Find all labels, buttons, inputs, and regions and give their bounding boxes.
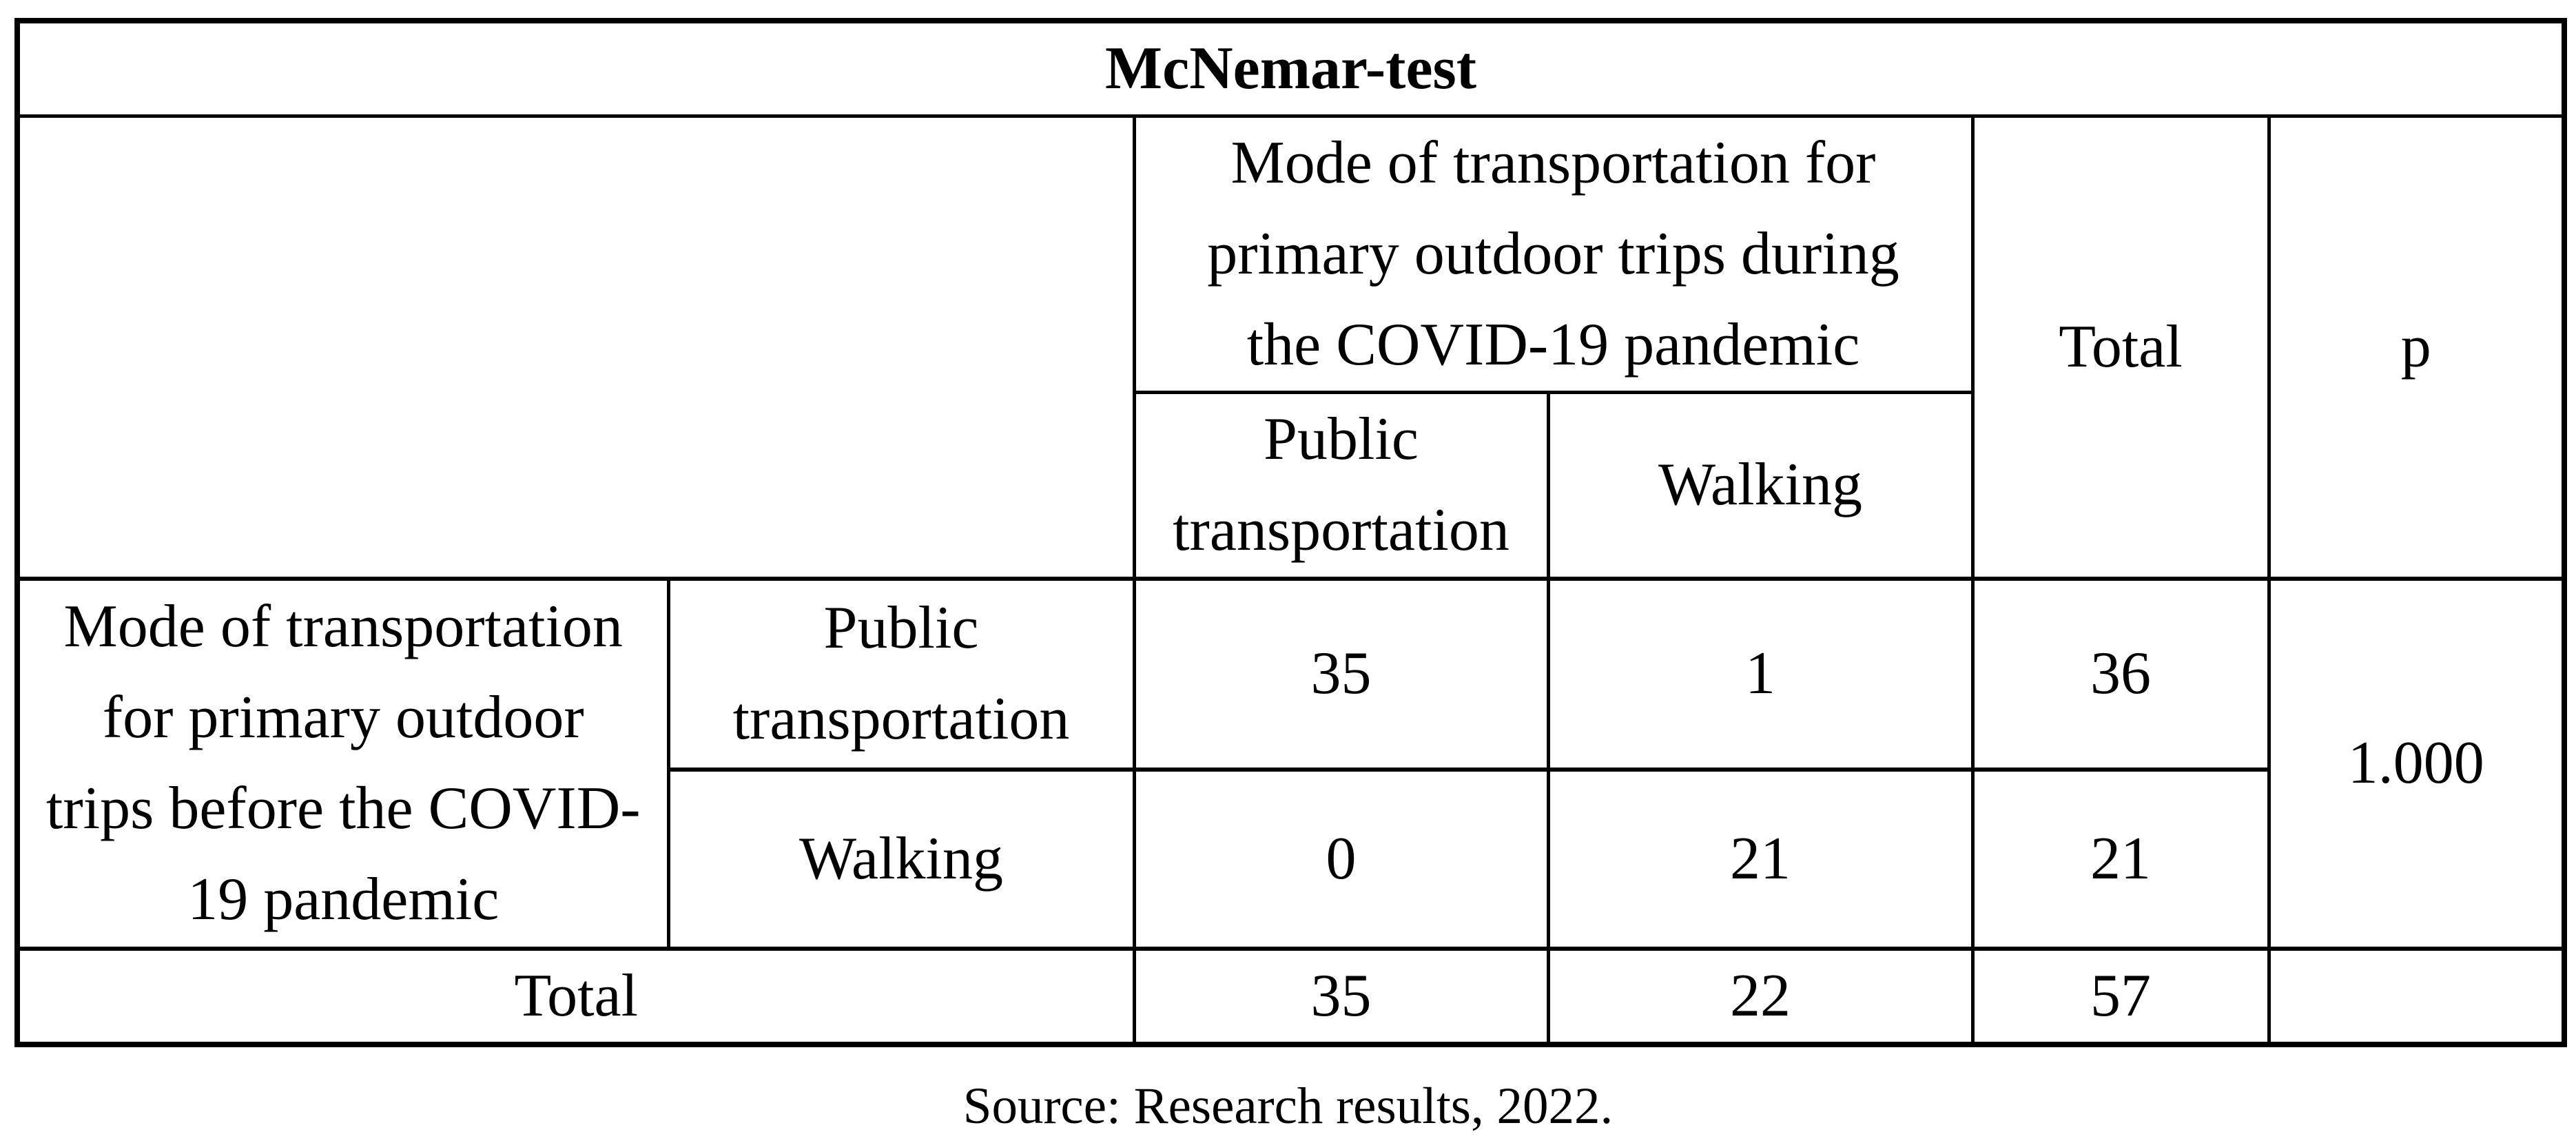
col-header-walking: Walking	[1546, 391, 1975, 580]
row-header-public-transportation: Public transportation	[666, 576, 1136, 771]
col-header-p: p	[2267, 114, 2566, 580]
cell-walking-total: 21	[1970, 767, 2271, 950]
header-row-2: Public transportation Walking	[17, 391, 2564, 580]
source-note: Source: Research results, 2022.	[962, 1078, 1614, 1135]
cell-walking-walking: 21	[1546, 767, 1975, 950]
cell-walking-pt: 0	[1132, 767, 1550, 950]
table-title: McNemar-test	[15, 19, 2566, 118]
cell-p-value: 1.000	[2267, 576, 2566, 950]
cell-pt-pt: 35	[1132, 576, 1550, 771]
data-row-public-transportation: Mode of transportation for primary outdo…	[15, 576, 2566, 950]
data-row-walking: Walking 0 21 21	[17, 767, 2564, 950]
title-row: McNemar-test	[15, 19, 2566, 118]
total-row-label: Total	[15, 946, 1136, 1046]
cell-pt-walking: 1	[1546, 576, 1975, 771]
cell-total-pt: 35	[1132, 946, 1550, 1046]
row-header-walking: Walking	[666, 767, 1136, 950]
cell-pt-total: 36	[1970, 576, 2271, 771]
blank-header-cell	[15, 114, 1136, 580]
cell-total-p-empty	[2267, 946, 2566, 1046]
row-group-header-before: Mode of transportation for primary outdo…	[15, 576, 670, 950]
col-header-total: Total	[1970, 114, 2271, 580]
cell-total-walking: 22	[1546, 946, 1975, 1046]
cell-total-grand: 57	[1970, 946, 2271, 1046]
col-group-header-during: Mode of transportation for primary outdo…	[1132, 114, 1975, 394]
total-row: Total 35 22 57	[15, 946, 2566, 1046]
mcnemar-test-table: McNemar-test Mode of transportation for …	[14, 18, 2568, 1047]
header-row-1: Mode of transportation for primary outdo…	[15, 114, 2566, 580]
col-header-public-transportation: Public transportation	[1132, 391, 1550, 580]
